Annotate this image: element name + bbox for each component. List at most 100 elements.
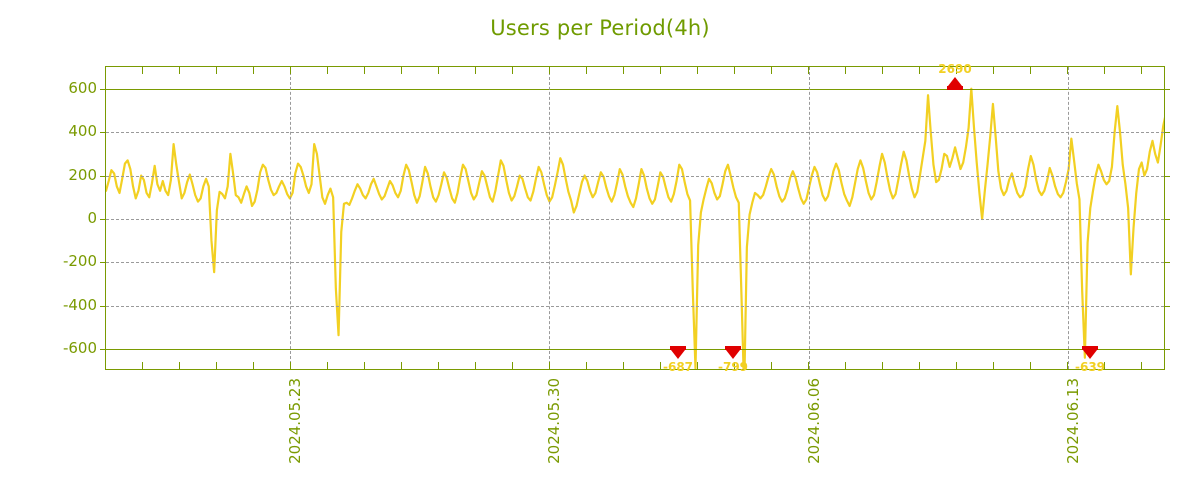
x-axis-tick: [290, 362, 291, 369]
x-axis-tick: [364, 67, 365, 74]
y-gridline: [106, 262, 1164, 264]
annotation-marker-bar: [725, 346, 741, 351]
plot-inner: [106, 67, 1164, 369]
x-axis-tick: [512, 67, 513, 74]
x-axis-tick: [697, 67, 698, 74]
x-axis-tick: [956, 362, 957, 369]
x-axis-tick: [993, 67, 994, 74]
x-gridline: [290, 67, 291, 369]
x-axis-tick: [216, 362, 217, 369]
x-axis-tick: [364, 362, 365, 369]
y-axis-label: -200: [62, 252, 97, 271]
y-axis-tick: [100, 219, 106, 220]
y-axis-tick: [1164, 132, 1170, 134]
x-axis-tick: [697, 362, 698, 369]
x-axis-tick: [660, 362, 661, 369]
x-axis-tick: [142, 67, 143, 74]
x-axis-tick: [623, 67, 624, 74]
x-axis-tick: [993, 362, 994, 369]
x-axis-tick: [327, 362, 328, 369]
x-axis-tick: [216, 67, 217, 74]
y-axis-tick: [1164, 219, 1170, 220]
x-axis-tick: [1104, 362, 1105, 369]
x-axis-tick: [660, 67, 661, 74]
annotation-label-min-799: -799: [717, 360, 749, 375]
y-axis-tick: [100, 305, 106, 307]
x-axis-tick: [1104, 67, 1105, 74]
y-axis-tick: [100, 262, 106, 264]
x-axis-tick: [734, 67, 735, 74]
x-axis-tick: [882, 362, 883, 369]
annotation-marker-bar: [670, 346, 686, 351]
plot-area: [100, 66, 1170, 370]
y-axis-tick: [1164, 349, 1170, 351]
y-axis-tick: [1164, 175, 1170, 177]
annotation-marker-bar: [1082, 346, 1098, 351]
y-axis-label: -600: [62, 339, 97, 358]
y-axis-label: 0: [87, 209, 97, 227]
y-axis-label: 600: [68, 78, 97, 97]
annotation-marker-min-799[interactable]: [726, 350, 740, 360]
x-axis-tick: [1030, 362, 1031, 369]
y-axis-label: 200: [68, 165, 97, 184]
y-gridline: [106, 305, 1164, 307]
annotation-marker-bar: [947, 85, 963, 90]
y-gridline: [106, 175, 1164, 177]
x-axis-label: 2024.05.30: [545, 378, 563, 464]
x-axis-tick: [845, 67, 846, 74]
x-axis-tick: [549, 67, 550, 74]
x-axis-tick: [1067, 362, 1068, 369]
x-axis-tick: [586, 67, 587, 74]
x-axis-tick: [1141, 67, 1142, 74]
chart-title: Users per Period(4h): [490, 16, 710, 40]
x-axis-tick: [771, 362, 772, 369]
annotation-label-max-2690: 2690: [938, 61, 972, 76]
y-gridline: [106, 88, 1164, 90]
x-axis-tick: [771, 67, 772, 74]
x-axis-tick: [253, 67, 254, 74]
y-axis-label: 400: [68, 122, 97, 141]
annotation-marker-max-2690[interactable]: [948, 76, 962, 86]
y-axis-tick: [1164, 262, 1170, 264]
x-axis-tick: [438, 67, 439, 74]
x-axis-tick: [1030, 67, 1031, 74]
x-axis-tick: [1067, 67, 1068, 74]
x-axis-tick: [401, 362, 402, 369]
y-axis-tick: [100, 88, 106, 90]
annotation-marker-min-639[interactable]: [1083, 350, 1097, 360]
x-axis-tick: [438, 362, 439, 369]
y-axis-tick: [100, 132, 106, 134]
x-axis-tick: [179, 67, 180, 74]
annotation-label-min-639: -639: [1074, 360, 1106, 375]
y-gridline: [106, 132, 1164, 134]
y-axis-tick: [100, 175, 106, 177]
series-polyline: [106, 87, 1164, 369]
x-axis-tick: [253, 362, 254, 369]
x-axis-tick: [623, 362, 624, 369]
y-axis-label: -400: [62, 295, 97, 314]
x-axis-tick: [734, 362, 735, 369]
x-axis-tick: [808, 362, 809, 369]
x-axis-tick: [142, 362, 143, 369]
x-axis-tick: [401, 67, 402, 74]
y-gridline: [106, 349, 1164, 351]
x-axis-label: 2024.05.23: [286, 378, 304, 464]
x-axis-tick: [919, 362, 920, 369]
x-axis-tick: [549, 362, 550, 369]
y-axis-tick: [1164, 88, 1170, 90]
x-gridline: [1068, 67, 1069, 369]
x-axis-tick: [586, 362, 587, 369]
x-axis-tick: [327, 67, 328, 74]
annotation-marker-min-687[interactable]: [671, 350, 685, 360]
y-axis-tick: [1164, 305, 1170, 307]
x-axis-tick: [882, 67, 883, 74]
x-axis-tick: [919, 67, 920, 74]
x-axis-tick: [290, 67, 291, 74]
x-axis-tick: [475, 67, 476, 74]
x-axis-tick: [808, 67, 809, 74]
x-axis-tick: [179, 362, 180, 369]
x-axis-tick: [1141, 362, 1142, 369]
x-axis-tick: [512, 362, 513, 369]
y-axis-tick: [100, 349, 106, 351]
